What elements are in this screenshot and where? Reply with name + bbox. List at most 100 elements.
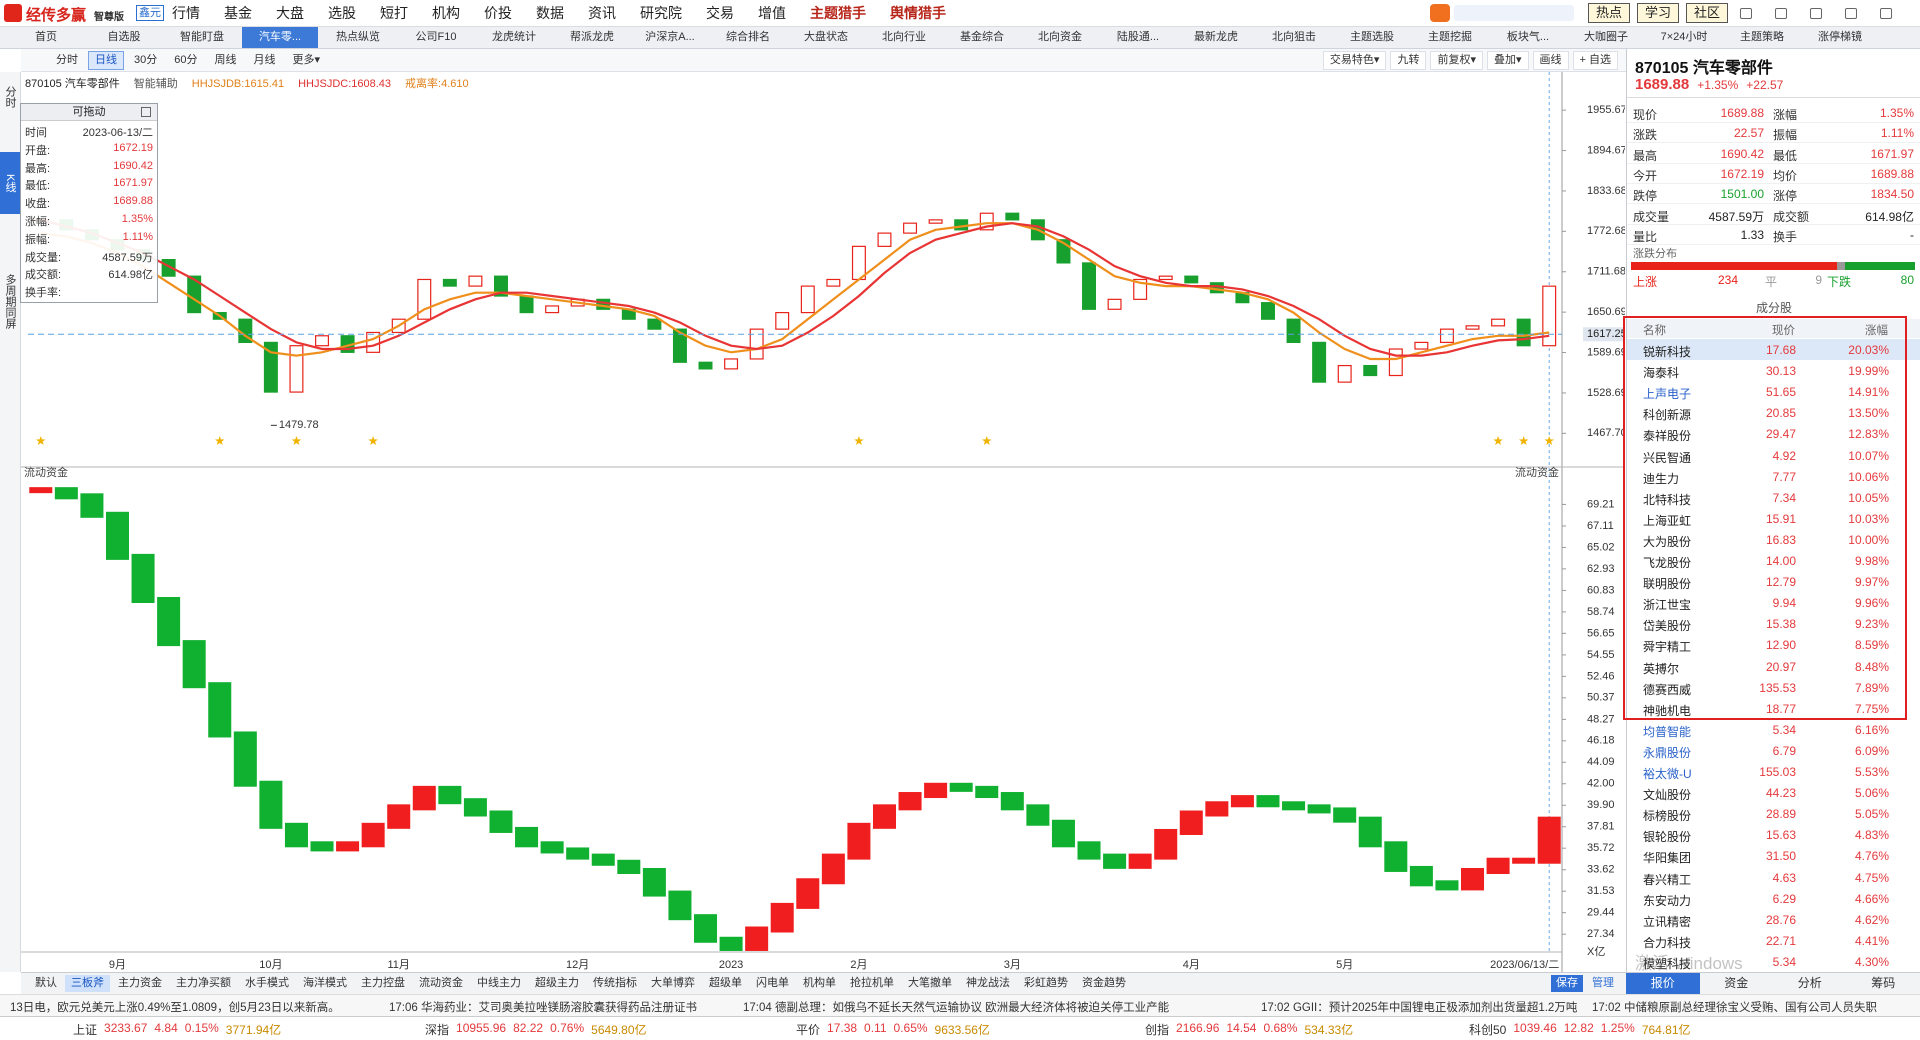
panel-tab[interactable]: 报价 bbox=[1626, 973, 1700, 994]
menu-item[interactable]: 交易 bbox=[706, 5, 734, 21]
indicator-tab[interactable]: 超级主力 bbox=[535, 977, 579, 989]
constituent-row[interactable]: 英搏尔 20.97 8.48% bbox=[1627, 656, 1920, 677]
constituent-row[interactable]: 模塑科技 5.34 4.30% bbox=[1627, 951, 1920, 972]
constituent-row[interactable]: 永鼎股份 6.79 6.09% bbox=[1627, 740, 1920, 761]
tab[interactable]: 基金综合 bbox=[960, 31, 1004, 43]
tab[interactable]: 自选股 bbox=[107, 31, 141, 43]
indicator-tab[interactable]: 彩虹趋势 bbox=[1024, 977, 1068, 989]
constituent-row[interactable]: 上海亚虹 15.91 10.03% bbox=[1627, 508, 1920, 529]
tab[interactable]: 涨停梯镜 bbox=[1818, 31, 1862, 43]
tab[interactable]: 智能盯盘 bbox=[180, 31, 224, 43]
tool-button[interactable]: 九转 bbox=[1390, 51, 1427, 70]
tab[interactable]: 主题策略 bbox=[1740, 31, 1784, 43]
index-item[interactable]: 上证 3233.67 4.84 0.15% 3771.94亿 bbox=[73, 1021, 281, 1038]
panel-tab[interactable]: 资金 bbox=[1724, 976, 1749, 990]
period-button[interactable]: 30分 bbox=[134, 54, 158, 66]
tab[interactable]: 热点纵览 bbox=[336, 31, 380, 43]
window-control[interactable] bbox=[1775, 8, 1787, 19]
constituent-row[interactable]: 裕太微-U 155.03 5.53% bbox=[1627, 761, 1920, 782]
indicator-tab[interactable]: 流动资金 bbox=[419, 977, 463, 989]
window-control[interactable] bbox=[1880, 8, 1892, 19]
period-button[interactable]: 周线 bbox=[214, 54, 237, 66]
index-item[interactable]: 深指 10955.96 82.22 0.76% 5649.80亿 bbox=[425, 1021, 647, 1038]
tool-button[interactable]: 叠加▾ bbox=[1486, 51, 1529, 70]
menu-item[interactable]: 短打 bbox=[380, 5, 408, 21]
period-button[interactable]: 日线 bbox=[88, 51, 124, 70]
indicator-tab[interactable]: 三板斧 bbox=[65, 975, 110, 992]
tool-button[interactable]: 交易特色▾ bbox=[1322, 51, 1387, 70]
constituent-row[interactable]: 海泰科 30.13 19.99% bbox=[1627, 360, 1920, 381]
window-control[interactable] bbox=[1810, 8, 1822, 19]
popup-close[interactable] bbox=[141, 107, 151, 117]
tab[interactable]: 北向资金 bbox=[1038, 31, 1082, 43]
menu-item[interactable]: 大盘 bbox=[276, 5, 304, 21]
indicator-tab[interactable]: 神龙战法 bbox=[966, 977, 1010, 989]
news-item[interactable]: 17:04 德副总理：如俄乌不延长天然气运输协议 欧洲最大经济体将被迫关停工业产… bbox=[743, 1002, 1170, 1014]
period-button[interactable]: 分时 bbox=[56, 54, 78, 66]
menu-item[interactable]: 行情 bbox=[172, 5, 200, 21]
side-tab[interactable]: K线 bbox=[0, 152, 20, 214]
indicator-tab[interactable]: 海洋模式 bbox=[303, 977, 347, 989]
menu-item[interactable]: 数据 bbox=[536, 5, 564, 21]
tab[interactable]: 7×24小时 bbox=[1660, 31, 1708, 43]
constituent-row[interactable]: 泰祥股份 29.47 12.83% bbox=[1627, 423, 1920, 444]
period-button[interactable]: 月线 bbox=[253, 54, 276, 66]
indicator-tab[interactable]: 主力控盘 bbox=[361, 977, 405, 989]
top-button[interactable]: 学习 bbox=[1637, 3, 1679, 23]
menu-item[interactable]: 基金 bbox=[224, 5, 252, 21]
constituent-row[interactable]: 联明股份 12.79 9.97% bbox=[1627, 571, 1920, 592]
tab[interactable]: 汽车零... bbox=[242, 27, 318, 48]
index-item[interactable]: 科创50 1039.46 12.82 1.25% 764.81亿 bbox=[1469, 1021, 1691, 1038]
constituent-row[interactable]: 上声电子 51.65 14.91% bbox=[1627, 381, 1920, 402]
news-item[interactable]: 17:02 中储粮原副总经理徐宝义受贿、国有公司人员失职 bbox=[1592, 1002, 1877, 1014]
constituent-row[interactable]: 均普智能 5.34 6.16% bbox=[1627, 719, 1920, 740]
constituent-row[interactable]: 岱美股份 15.38 9.23% bbox=[1627, 613, 1920, 634]
indicator-tab[interactable]: 默认 bbox=[35, 977, 57, 989]
menu-item[interactable]: 增值 bbox=[758, 5, 786, 21]
indicator-tab[interactable]: 抢拉机单 bbox=[850, 977, 894, 989]
menu-item[interactable]: 研究院 bbox=[640, 5, 682, 21]
constituent-row[interactable]: 立讯精密 28.76 4.62% bbox=[1627, 909, 1920, 930]
constituent-row[interactable]: 迪生力 7.77 10.06% bbox=[1627, 466, 1920, 487]
constituent-row[interactable]: 神驰机电 18.77 7.75% bbox=[1627, 698, 1920, 719]
panel-tab[interactable]: 分析 bbox=[1797, 976, 1822, 990]
indicator-action[interactable]: 管理 bbox=[1592, 977, 1614, 989]
indicator-tab[interactable]: 超级单 bbox=[709, 977, 742, 989]
indicator-tab[interactable]: 大笔撤单 bbox=[908, 977, 952, 989]
tab[interactable]: 龙虎统计 bbox=[492, 31, 536, 43]
tab[interactable]: 大盘状态 bbox=[804, 31, 848, 43]
panel-tab[interactable]: 筹码 bbox=[1871, 976, 1896, 990]
tool-button[interactable]: 前复权▾ bbox=[1430, 51, 1483, 70]
constituent-row[interactable]: 科创新源 20.85 13.50% bbox=[1627, 402, 1920, 423]
side-tab[interactable]: 分时 bbox=[4, 86, 16, 108]
indicator-tab[interactable]: 水手模式 bbox=[245, 977, 289, 989]
indicator-tab[interactable]: 传统指标 bbox=[593, 977, 637, 989]
constituent-row[interactable]: 浙江世宝 9.94 9.96% bbox=[1627, 592, 1920, 613]
indicator-tab[interactable]: 中线主力 bbox=[477, 977, 521, 989]
period-button[interactable]: 更多▾ bbox=[292, 54, 321, 66]
tab[interactable]: 板块气... bbox=[1506, 31, 1550, 43]
constituent-row[interactable]: 文灿股份 44.23 5.06% bbox=[1627, 782, 1920, 803]
constituent-row[interactable]: 东安动力 6.29 4.66% bbox=[1627, 888, 1920, 909]
menu-item[interactable]: 主题猎手 bbox=[810, 5, 866, 21]
top-button[interactable]: 热点 bbox=[1588, 3, 1630, 23]
constituent-row[interactable]: 北特科技 7.34 10.05% bbox=[1627, 487, 1920, 508]
constituent-row[interactable]: 舜宇精工 12.90 8.59% bbox=[1627, 634, 1920, 655]
tab[interactable]: 北向行业 bbox=[882, 31, 926, 43]
constituent-row[interactable]: 兴民智通 4.92 10.07% bbox=[1627, 445, 1920, 466]
period-button[interactable]: 60分 bbox=[174, 54, 198, 66]
constituent-row[interactable]: 春兴精工 4.63 4.75% bbox=[1627, 867, 1920, 888]
side-tab[interactable]: 多周期同屏 bbox=[4, 273, 16, 329]
constituent-row[interactable]: 锐新科技 17.68 20.03% bbox=[1627, 339, 1920, 360]
tab[interactable]: 帮派龙虎 bbox=[570, 31, 614, 43]
menu-item[interactable]: 机构 bbox=[432, 5, 460, 21]
tool-button[interactable]: 画线 bbox=[1532, 51, 1569, 70]
tab[interactable]: 首页 bbox=[35, 31, 57, 43]
index-item[interactable]: 平价 17.38 0.11 0.65% 9633.56亿 bbox=[796, 1021, 990, 1038]
indicator-tab[interactable]: 主力净买额 bbox=[176, 977, 231, 989]
constituent-row[interactable]: 大为股份 16.83 10.00% bbox=[1627, 529, 1920, 550]
tab[interactable]: 主题挖掘 bbox=[1428, 31, 1472, 43]
constituent-row[interactable]: 合力科技 22.71 4.41% bbox=[1627, 930, 1920, 951]
news-item[interactable]: 13日电，欧元兑美元上涨0.49%至1.0809，创5月23日以来新高。 bbox=[10, 1002, 340, 1014]
index-item[interactable]: 创指 2166.96 14.54 0.68% 534.33亿 bbox=[1145, 1021, 1353, 1038]
